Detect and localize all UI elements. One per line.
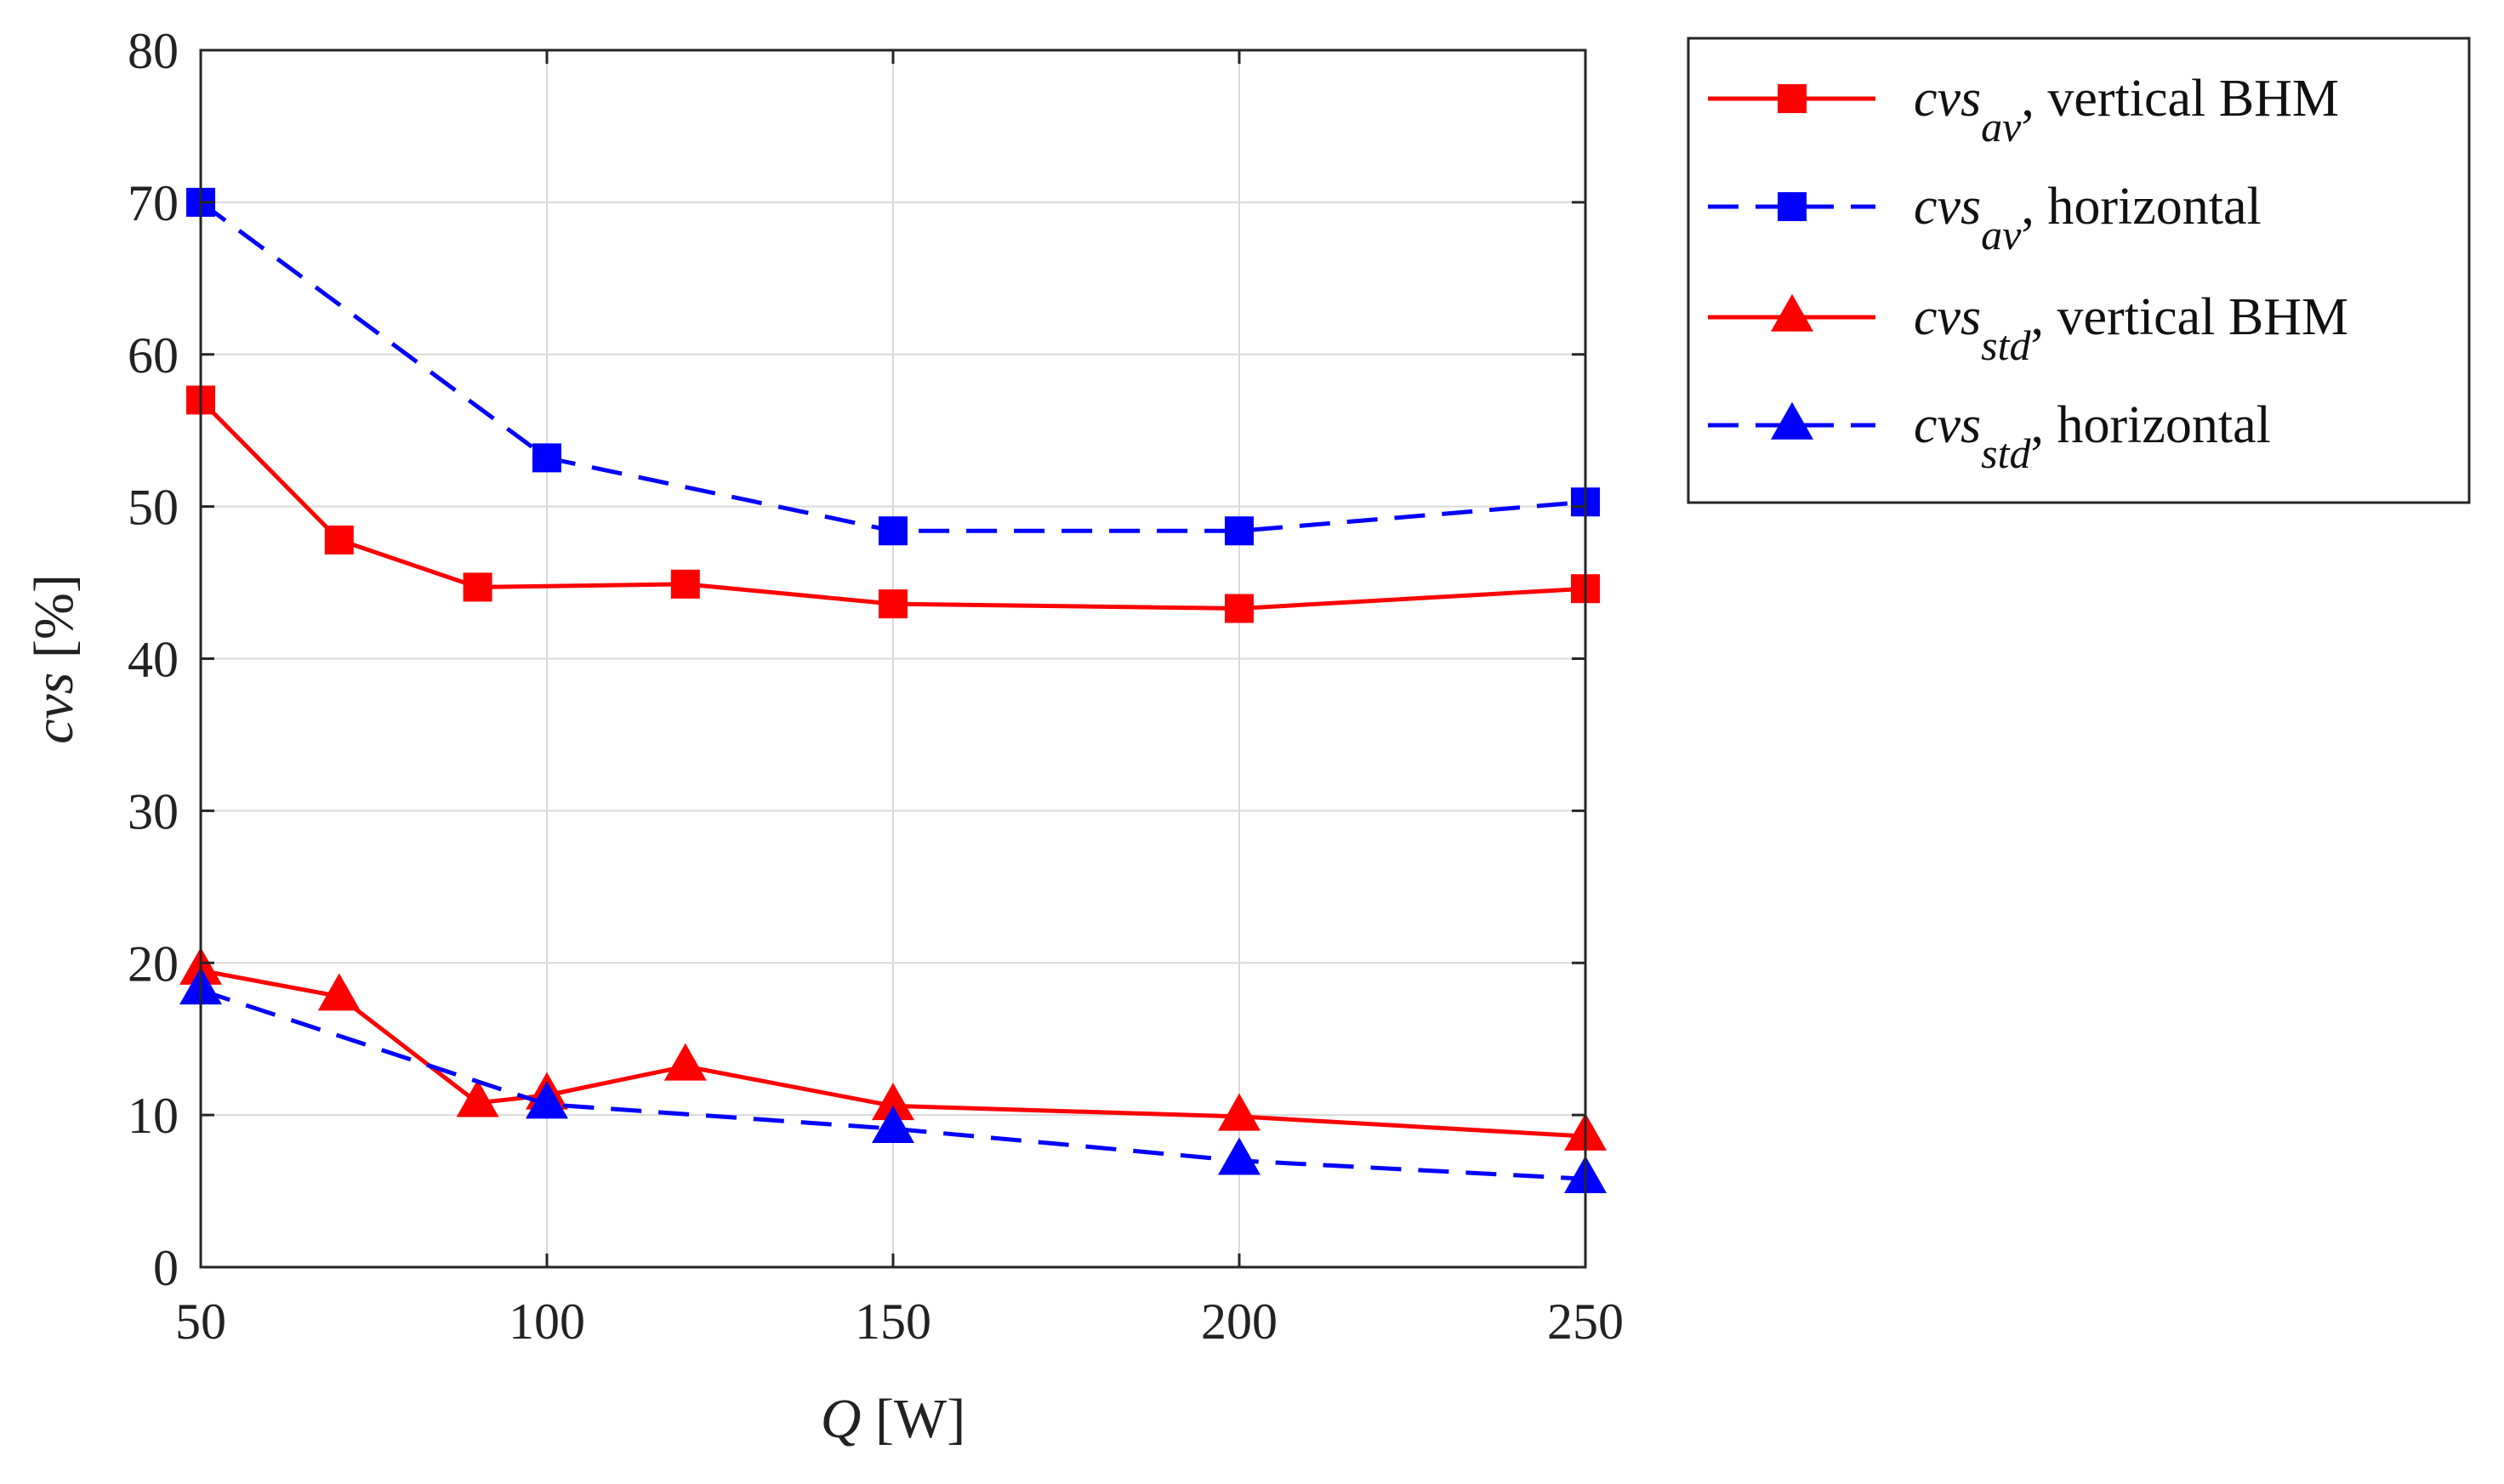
legend-item: cvsav, vertical BHM <box>1708 70 2339 151</box>
data-point <box>1218 1137 1261 1175</box>
data-point <box>663 1043 707 1081</box>
y-tick-label: 30 <box>128 783 179 839</box>
x-tick-label: 250 <box>1547 1294 1624 1350</box>
legend-item: cvsstd, horizontal <box>1708 396 2271 477</box>
legend: cvsav, vertical BHM cvsav, horizontal cvss… <box>1687 37 2471 504</box>
tick-layer: 0 10 20 30 40 50 60 70 80 50 100 150 200 250 <box>128 23 1624 1350</box>
legend-label: cvsstd, vertical BHM <box>1914 288 2348 369</box>
data-point <box>324 525 354 554</box>
axis-titles: Q [W] cvs [%] <box>23 574 965 1450</box>
y-tick-label: 80 <box>128 23 179 79</box>
legend-label: cvsav, vertical BHM <box>1914 70 2339 151</box>
y-tick-label: 70 <box>128 175 179 231</box>
legend-marker <box>1778 192 1807 221</box>
data-point <box>532 443 561 473</box>
legend-item: cvsstd, vertical BHM <box>1708 288 2348 369</box>
y-tick-label: 20 <box>128 935 179 992</box>
y-tick-label: 40 <box>128 632 179 688</box>
data-point <box>1225 516 1254 546</box>
y-tick-label: 50 <box>128 480 179 536</box>
data-point <box>317 973 361 1011</box>
data-point <box>1225 594 1254 623</box>
data-point <box>872 1083 914 1121</box>
legend-marker <box>1771 401 1813 440</box>
legend-marker <box>1771 293 1813 332</box>
x-axis-title: Q [W] <box>821 1388 965 1450</box>
legend-label: cvsav, horizontal <box>1914 178 2262 259</box>
x-tick-label: 150 <box>855 1294 931 1350</box>
x-tick-label: 100 <box>509 1294 585 1350</box>
series-line <box>200 988 1586 1181</box>
x-tick-label: 200 <box>1201 1294 1278 1350</box>
data-point <box>463 572 492 602</box>
series-line <box>200 968 1586 1139</box>
y-tick-label: 0 <box>153 1240 179 1296</box>
x-tick-label: 50 <box>175 1294 226 1350</box>
data-point <box>526 1081 568 1119</box>
series-0 <box>186 385 1600 623</box>
data-point <box>456 1079 499 1117</box>
y-tick-label: 10 <box>128 1088 179 1144</box>
legend-label: cvsstd, horizontal <box>1914 396 2271 477</box>
data-point <box>879 516 908 546</box>
legend-marker <box>1778 84 1807 113</box>
data-point <box>670 569 700 599</box>
data-point <box>879 589 908 619</box>
legend-item: cvsav, horizontal <box>1708 178 2262 259</box>
data-point <box>872 1105 914 1143</box>
y-axis-title: cvs [%] <box>23 574 85 744</box>
y-tick-label: 60 <box>128 327 179 384</box>
data-point <box>1218 1093 1261 1131</box>
